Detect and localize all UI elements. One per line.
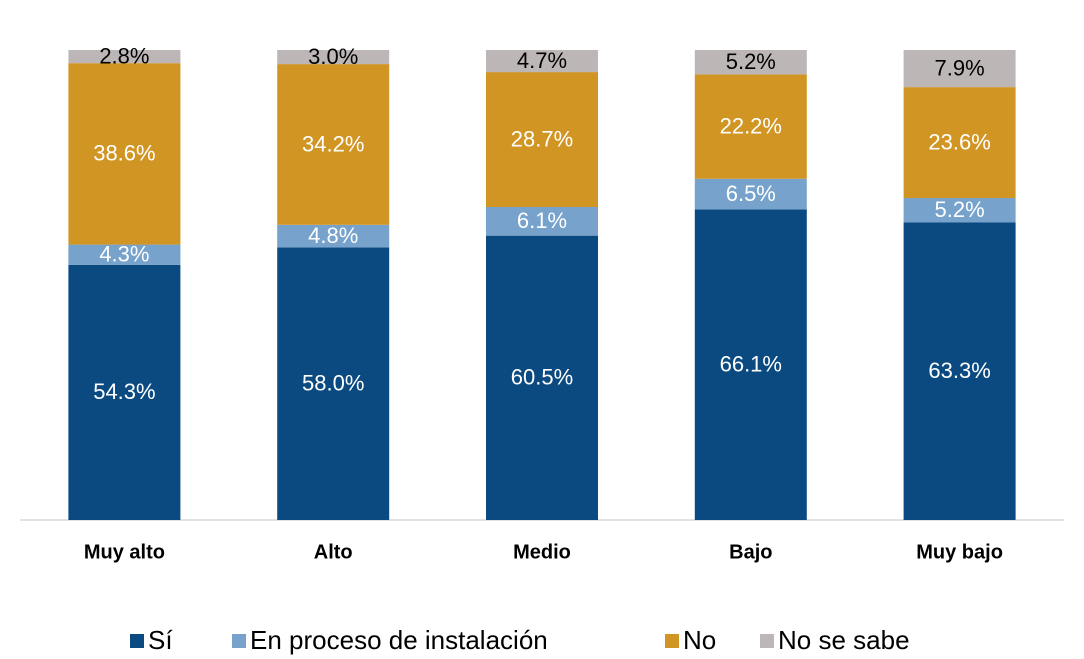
- bar-segment: [486, 72, 598, 207]
- bar-segment: [486, 206, 598, 236]
- bar-segment: [68, 50, 181, 64]
- bar-segment: [694, 74, 807, 179]
- bar-segment: [903, 198, 1016, 223]
- x-tick-label: Muy alto: [84, 541, 165, 563]
- bar-segment: [903, 87, 1016, 199]
- value-label: 34.2%: [302, 131, 364, 156]
- bar-segment: [277, 247, 390, 520]
- legend-swatch: [232, 634, 246, 648]
- value-label: 38.6%: [93, 141, 155, 166]
- x-tick-label: Bajo: [729, 541, 772, 563]
- value-label: 66.1%: [720, 351, 782, 376]
- legend-label: Sí: [148, 625, 173, 655]
- bar-segment: [68, 244, 181, 265]
- x-tick-label: Alto: [314, 541, 353, 563]
- value-label: 3.0%: [308, 44, 358, 69]
- bar-segment: [277, 224, 390, 248]
- bar-segment: [486, 235, 598, 520]
- legend-label: No se sabe: [778, 625, 910, 655]
- value-label: 5.2%: [935, 197, 985, 222]
- value-label: 23.6%: [928, 129, 990, 154]
- legend-swatch: [760, 634, 774, 648]
- bar-segment: [903, 222, 1016, 521]
- value-label: 6.5%: [726, 181, 776, 206]
- value-label: 2.8%: [99, 43, 149, 68]
- legend-swatch: [130, 634, 144, 648]
- bar-segment: [903, 50, 1016, 88]
- value-label: 5.2%: [726, 49, 776, 74]
- value-label: 28.7%: [511, 126, 573, 151]
- value-label: 60.5%: [511, 365, 573, 390]
- x-tick-label: Medio: [513, 541, 571, 563]
- value-label: 4.3%: [99, 241, 149, 266]
- value-label: 22.2%: [720, 113, 782, 138]
- value-label: 54.3%: [93, 379, 155, 404]
- bar-segment: [486, 50, 598, 73]
- value-label: 63.3%: [928, 358, 990, 383]
- x-tick-label: Muy bajo: [916, 541, 1003, 563]
- legend-swatch: [665, 634, 679, 648]
- bar-segment: [694, 178, 807, 210]
- value-label: 4.7%: [517, 48, 567, 73]
- bar-segment: [277, 64, 390, 225]
- value-label: 7.9%: [935, 55, 985, 80]
- value-label: 6.1%: [517, 208, 567, 233]
- legend-label: No: [683, 625, 716, 655]
- value-label: 4.8%: [308, 223, 358, 248]
- bar-segment: [277, 50, 390, 65]
- value-label: 58.0%: [302, 371, 364, 396]
- bar-segment: [68, 63, 181, 245]
- legend-label: En proceso de instalación: [250, 625, 548, 655]
- bar-segment: [68, 264, 181, 520]
- bar-segment: [694, 209, 807, 520]
- bar-segment: [694, 50, 807, 75]
